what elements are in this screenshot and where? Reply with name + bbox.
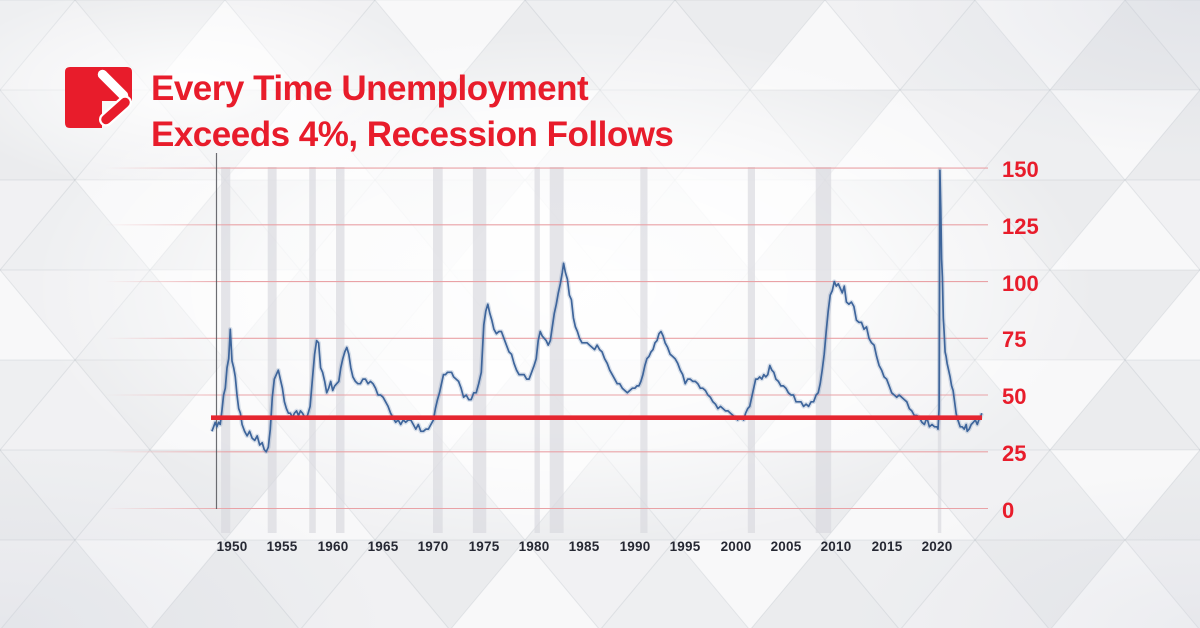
x-tick-label: 1960 (317, 539, 349, 554)
unemployment-line-halo (209, 168, 984, 455)
x-tick-label: 1955 (266, 539, 298, 554)
brand-logo-icon (65, 67, 132, 128)
recession-band (309, 167, 316, 533)
x-tick-label: 2005 (770, 539, 802, 554)
y-tick-label: 0 (1002, 498, 1015, 523)
x-tick-label: 1990 (619, 539, 651, 554)
recession-band (815, 167, 832, 533)
x-tick-label: 2000 (720, 539, 752, 554)
y-tick-label: 25 (1002, 441, 1027, 466)
unemployment-line (211, 169, 983, 453)
recession-band (433, 167, 443, 533)
recession-band (221, 167, 231, 533)
recession-band (472, 167, 487, 533)
x-tick-label: 1975 (468, 539, 500, 554)
recession-band (640, 167, 648, 533)
x-tick-label: 1985 (568, 539, 600, 554)
recession-band (336, 167, 345, 533)
x-tick-label: 1980 (518, 539, 550, 554)
y-tick-label: 125 (1002, 214, 1039, 239)
recession-band (267, 167, 277, 533)
y-tick-label: 75 (1002, 327, 1027, 352)
x-tick-label: 2015 (871, 539, 903, 554)
x-tick-label: 1950 (216, 539, 248, 554)
x-tick-label: 1995 (669, 539, 701, 554)
x-tick-label: 2010 (820, 539, 852, 554)
x-tick-label: 2020 (921, 539, 953, 554)
logo-red-stroke (101, 97, 130, 125)
y-tick-label: 150 (1002, 157, 1039, 182)
logo-white-stroke (97, 69, 129, 101)
recession-band (747, 167, 755, 533)
x-tick-label: 1970 (417, 539, 449, 554)
y-tick-label: 50 (1002, 384, 1027, 409)
page-title-line-2: Exceeds 4%, Recession Follows (151, 115, 674, 154)
y-tick-label: 100 (1002, 271, 1039, 296)
x-tick-label: 1965 (367, 539, 399, 554)
recession-band (549, 167, 564, 533)
page-title-line-1: Every Time Unemployment (151, 69, 589, 108)
